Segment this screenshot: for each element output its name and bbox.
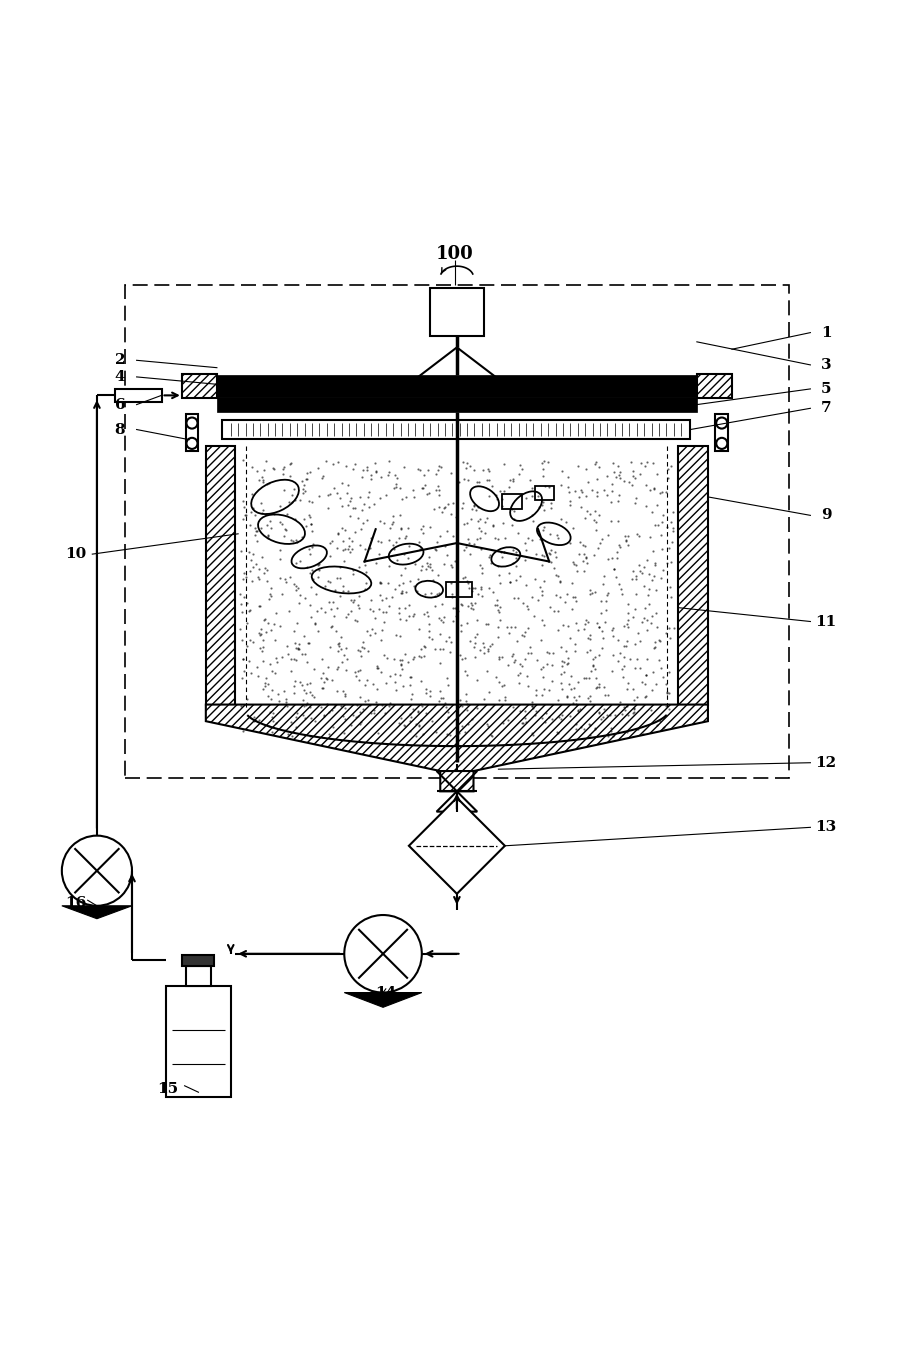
Text: 11: 11 xyxy=(815,615,837,628)
Polygon shape xyxy=(206,705,708,792)
Text: 14: 14 xyxy=(375,985,397,999)
Polygon shape xyxy=(409,797,505,894)
Bar xyxy=(186,966,210,985)
Text: 7: 7 xyxy=(821,401,832,416)
Bar xyxy=(502,495,522,508)
Bar xyxy=(715,414,728,451)
Text: 3: 3 xyxy=(821,358,832,372)
Bar xyxy=(697,373,732,398)
Circle shape xyxy=(344,915,422,992)
Bar xyxy=(217,397,697,412)
Bar xyxy=(125,285,789,778)
Polygon shape xyxy=(344,992,422,1007)
Bar xyxy=(222,420,690,439)
Bar xyxy=(678,446,708,705)
Bar xyxy=(166,985,231,1097)
Text: 15: 15 xyxy=(158,1082,178,1096)
Text: 100: 100 xyxy=(437,245,473,263)
Circle shape xyxy=(62,836,132,906)
Text: 5: 5 xyxy=(821,382,832,395)
Text: 8: 8 xyxy=(114,423,126,436)
Bar xyxy=(446,582,472,597)
Text: 1: 1 xyxy=(821,326,832,339)
Bar xyxy=(430,289,484,337)
Text: 2: 2 xyxy=(114,353,126,367)
Bar xyxy=(183,954,214,966)
Polygon shape xyxy=(62,906,132,919)
Text: 13: 13 xyxy=(815,821,837,834)
Text: 4: 4 xyxy=(114,369,126,384)
Text: 9: 9 xyxy=(821,508,832,522)
Text: 16: 16 xyxy=(65,895,87,910)
Text: 10: 10 xyxy=(65,547,87,562)
Bar xyxy=(182,373,217,398)
Text: 12: 12 xyxy=(816,755,836,770)
Bar xyxy=(217,375,697,397)
Bar xyxy=(115,388,162,402)
Bar xyxy=(535,487,554,500)
Bar xyxy=(186,414,198,451)
Text: 6: 6 xyxy=(114,398,126,412)
Bar xyxy=(206,446,235,705)
